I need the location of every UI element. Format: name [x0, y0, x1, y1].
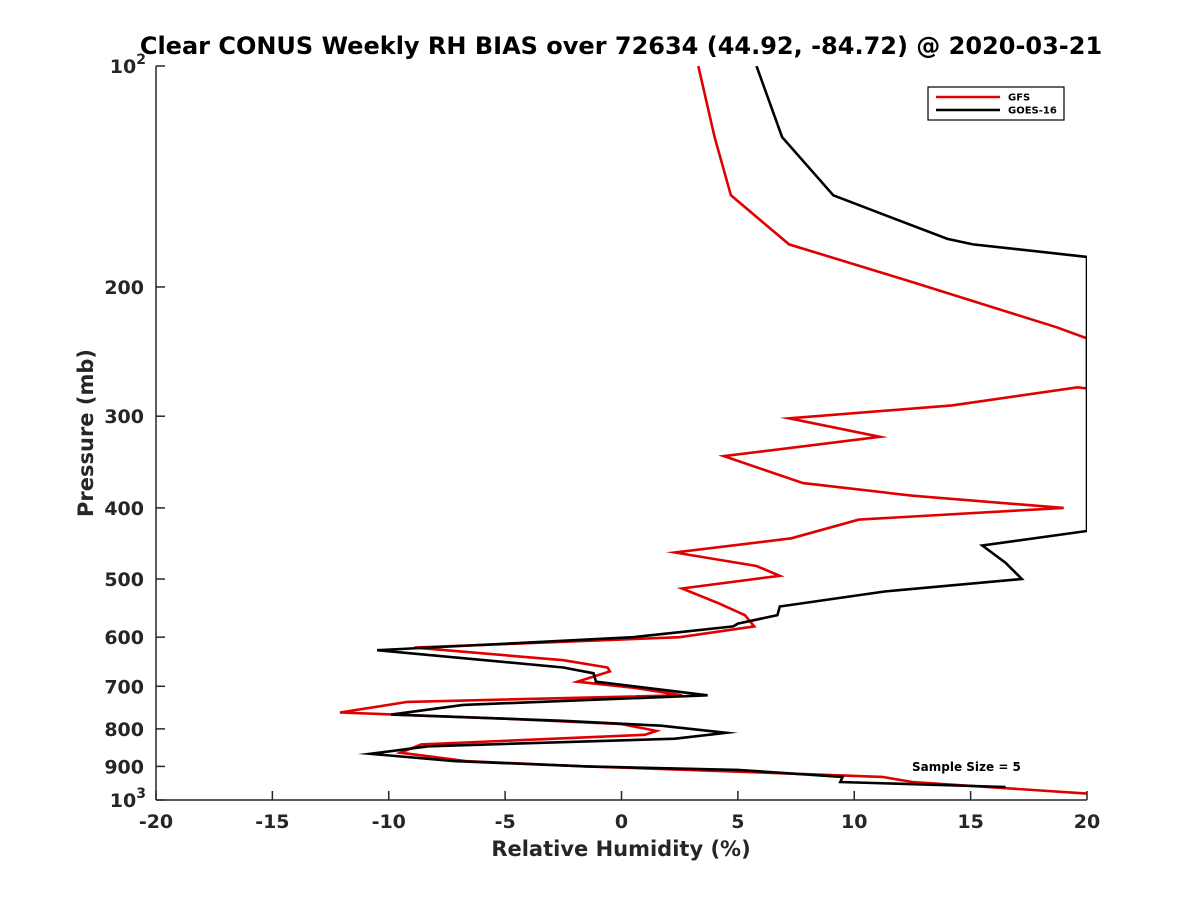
- x-tick-label: -10: [372, 811, 406, 833]
- x-tick-label: 20: [1074, 811, 1100, 833]
- x-tick-label: 0: [615, 811, 628, 833]
- y-axis-label: Pressure (mb): [74, 349, 98, 517]
- y-tick-label: 500: [104, 569, 144, 591]
- plot-area: [339, 66, 1087, 795]
- y-tick-label: 200: [104, 277, 144, 299]
- series-line-gfs: [339, 66, 1087, 795]
- x-tick-label: 5: [731, 811, 744, 833]
- y-tick-label: 103: [110, 786, 146, 812]
- series-line-goes-16: [357, 66, 1087, 789]
- x-tick-label: 15: [957, 811, 983, 833]
- x-tick-label: -20: [139, 811, 173, 833]
- legend-label: GOES-16: [1008, 106, 1057, 117]
- x-tick-label: 10: [841, 811, 867, 833]
- chart-title: Clear CONUS Weekly RH BIAS over 72634 (4…: [140, 32, 1102, 60]
- axes: -20 -15 -10 -5 0 5 10 15 20 102 200 300 400 500 600 700…: [104, 52, 1100, 833]
- legend-label: GFS: [1008, 93, 1030, 104]
- y-tick-label: 900: [104, 756, 144, 778]
- legend-box: [927, 86, 1065, 121]
- y-tick-label: 700: [104, 676, 144, 698]
- y-tick-label: 600: [104, 627, 144, 649]
- sample-size-annotation: Sample Size = 5: [912, 760, 1021, 774]
- y-tick-label: 102: [110, 52, 146, 78]
- x-tick-label: -5: [495, 811, 516, 833]
- y-tick-label: 300: [104, 406, 144, 428]
- y-tick-label: 400: [104, 498, 144, 520]
- x-axis-label: Relative Humidity (%): [491, 837, 750, 861]
- y-tick-label: 800: [104, 719, 144, 741]
- x-tick-label: -15: [255, 811, 289, 833]
- legend: GFS GOES-16: [927, 86, 1065, 121]
